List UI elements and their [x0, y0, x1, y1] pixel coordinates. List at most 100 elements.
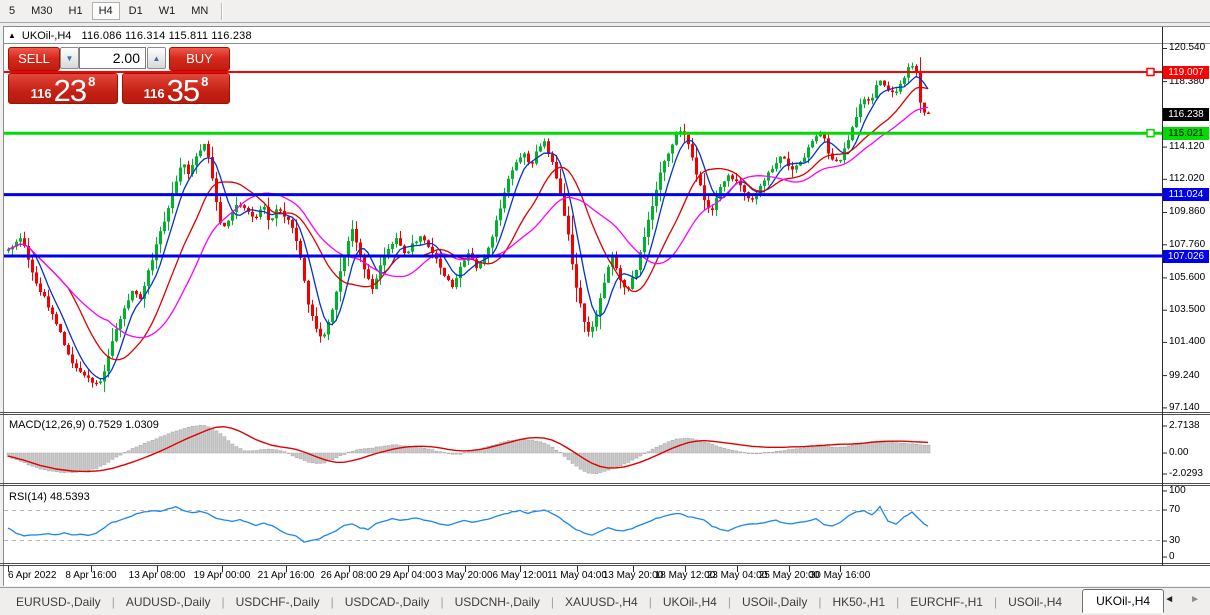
time-axis-label: 13 May 20:00 [602, 570, 664, 581]
tab-hk50-h1[interactable]: HK50-,H1 [832, 594, 886, 609]
chart-ohlc-values: 116.086 116.314 115.811 116.238 [81, 29, 252, 42]
time-axis-label: 23 May 04:00 [706, 570, 768, 581]
volume-decrease-button[interactable]: ▼ [60, 47, 79, 69]
price-axis-tick: 103.500 [1169, 304, 1206, 316]
sell-price-int: 116 [30, 86, 52, 101]
buy-button[interactable]: BUY [169, 47, 230, 71]
price-axis-tick: 99.240 [1169, 369, 1200, 381]
tab-separator: | [111, 594, 115, 609]
price-axis-tick: 107.760 [1169, 238, 1206, 250]
time-axis-label: 26 Apr 08:00 [320, 570, 378, 581]
tabs-scroll-left-icon[interactable]: ◄ [1164, 594, 1175, 605]
tab-ukoil-h4[interactable]: UKOil-,H4 [662, 594, 717, 609]
indicator-axis-tick: 70 [1169, 504, 1181, 515]
indicator-axis-tick: 2.7138 [1169, 420, 1200, 431]
time-axis-label: 18 May 12:00 [654, 570, 716, 581]
price-axis-tick: 114.120 [1169, 141, 1205, 153]
timeframe-d1[interactable]: D1 [128, 5, 143, 17]
macd-indicator-label: MACD(12,26,9) 0.7529 1.0309 [9, 419, 159, 431]
time-axis-label: 29 Apr 04:00 [379, 570, 437, 581]
price-marker-107.026: 107.026 [1163, 249, 1209, 263]
tab-eurchf-h1[interactable]: EURCHF-,H1 [910, 594, 983, 609]
time-axis-label: 30 May 16:00 [809, 570, 871, 581]
tab-separator: | [818, 594, 822, 609]
time-axis-label: 11 May 04:00 [547, 570, 607, 581]
sell-price-sup: 8 [88, 74, 96, 89]
indicator-axis-tick: 100 [1169, 485, 1186, 496]
tab-separator: | [440, 594, 444, 609]
time-axis-label: 25 May 20:00 [758, 570, 820, 581]
tab-eurusd-daily[interactable]: EURUSD-,Daily [16, 594, 101, 609]
toolbar-divider [0, 22, 1210, 27]
price-marker-116.238: 116.238 [1163, 108, 1209, 122]
time-axis-label: 21 Apr 16:00 [257, 570, 315, 581]
tab-xauusd-h4[interactable]: XAUUSD-,H4 [565, 594, 638, 609]
time-axis-label: 3 May 20:00 [437, 570, 493, 581]
sell-price-button[interactable]: 116 23 8 [8, 73, 118, 104]
sell-button[interactable]: SELL [8, 47, 60, 71]
chart-tab-bar: EURUSD-,Daily | AUDUSD-,Daily | USDCHF-,Dail… [0, 587, 1210, 615]
timeframe-h1[interactable]: H1 [68, 5, 83, 17]
chart-symbol-label: UKOil-,H4 [21, 29, 72, 42]
tab-audusd-daily[interactable]: AUDUSD-,Daily [125, 594, 211, 609]
time-axis-label: 13 Apr 08:00 [128, 570, 186, 581]
volume-increase-button[interactable]: ▲ [147, 47, 166, 69]
caret-up-icon: ▲ [152, 54, 161, 63]
timeframe-toolbar: 5 M30 H1 H4 D1 W1 MN [0, 0, 1210, 22]
indicator-axis-tick: 0 [1169, 551, 1175, 562]
tab-separator: | [550, 594, 555, 609]
caret-down-icon: ▼ [65, 54, 74, 63]
time-axis-label: 8 Apr 16:00 [65, 570, 117, 581]
tab-separator: | [727, 594, 731, 609]
tab-separator: | [896, 594, 900, 609]
time-axis-label: 6 Apr 2022 [8, 570, 57, 581]
buy-price-main: 35 [166, 73, 200, 104]
timeframe-5[interactable]: 5 [9, 5, 16, 17]
price-axis-tick: 97.140 [1169, 401, 1200, 413]
time-axis-label: 6 May 12:00 [492, 570, 548, 581]
buy-price-button[interactable]: 116 35 8 [122, 73, 230, 104]
tab-separator: | [993, 594, 998, 609]
price-axis-tick: 112.020 [1169, 173, 1205, 185]
price-axis-tick: 109.860 [1169, 206, 1206, 218]
volume-input[interactable] [79, 47, 146, 69]
tab-usdcnh-daily[interactable]: USDCNH-,Daily [454, 594, 540, 609]
time-axis[interactable]: 6 Apr 2022 8 Apr 16:00 13 Apr 08:00 19 Apr … [0, 567, 1210, 586]
collapse-icon[interactable]: ▲ [8, 31, 16, 40]
price-axis-tick: 120.540 [1169, 42, 1206, 54]
tab-navigation: ◄ ► [1164, 594, 1200, 605]
tab-usdcad-daily[interactable]: USDCAD-,Daily [344, 594, 430, 609]
tabs-scroll-right-icon[interactable]: ► [1190, 594, 1200, 605]
tab-usoil-daily[interactable]: USOil-,Daily [741, 594, 808, 609]
buy-price-int: 116 [143, 86, 165, 101]
price-marker-111.024: 111.024 [1163, 188, 1209, 202]
tab-usdchf-daily[interactable]: USDCHF-,Daily [235, 594, 320, 609]
indicator-axis-tick: -2.0293 [1169, 468, 1203, 479]
tab-separator: | [648, 594, 652, 609]
buy-price-sup: 8 [201, 74, 209, 89]
time-axis-label: 19 Apr 00:00 [193, 570, 251, 581]
price-axis[interactable]: 120.540 118.380 114.120 112.020 109.860 107.7… [1163, 26, 1210, 566]
price-marker-119.007: 119.007 [1163, 65, 1209, 79]
price-axis-tick: 118.380 [1169, 75, 1205, 87]
indicator-axis-tick: 0.00 [1169, 447, 1189, 458]
timeframe-w1[interactable]: W1 [158, 5, 176, 17]
chart-tabs: EURUSD-,Daily | AUDUSD-,Daily | USDCHF-,Dail… [0, 588, 1165, 615]
tab-separator: | [221, 594, 225, 609]
tab-usoil-h4[interactable]: USOil-,H4 [1008, 594, 1063, 609]
timeframe-h4[interactable]: H4 [91, 2, 120, 20]
timeframe-m30[interactable]: M30 [31, 5, 53, 17]
price-axis-tick: 105.600 [1169, 271, 1206, 283]
tab-separator: | [330, 594, 334, 609]
price-axis-tick: 101.400 [1169, 336, 1206, 348]
rsi-indicator-label: RSI(14) 48.5393 [9, 491, 90, 503]
chart-title-bar: ▲ UKOil-,H4 116.086 116.314 115.811 116.… [5, 28, 252, 43]
timeframe-mn[interactable]: MN [191, 5, 209, 17]
price-marker-115.021: 115.021 [1163, 126, 1209, 140]
indicator-axis-tick: 30 [1169, 535, 1181, 546]
sell-price-main: 23 [53, 73, 87, 104]
toolbar-separator [221, 2, 224, 20]
tab-ukoil-h4[interactable]: UKOil-,H4 [1082, 588, 1165, 613]
